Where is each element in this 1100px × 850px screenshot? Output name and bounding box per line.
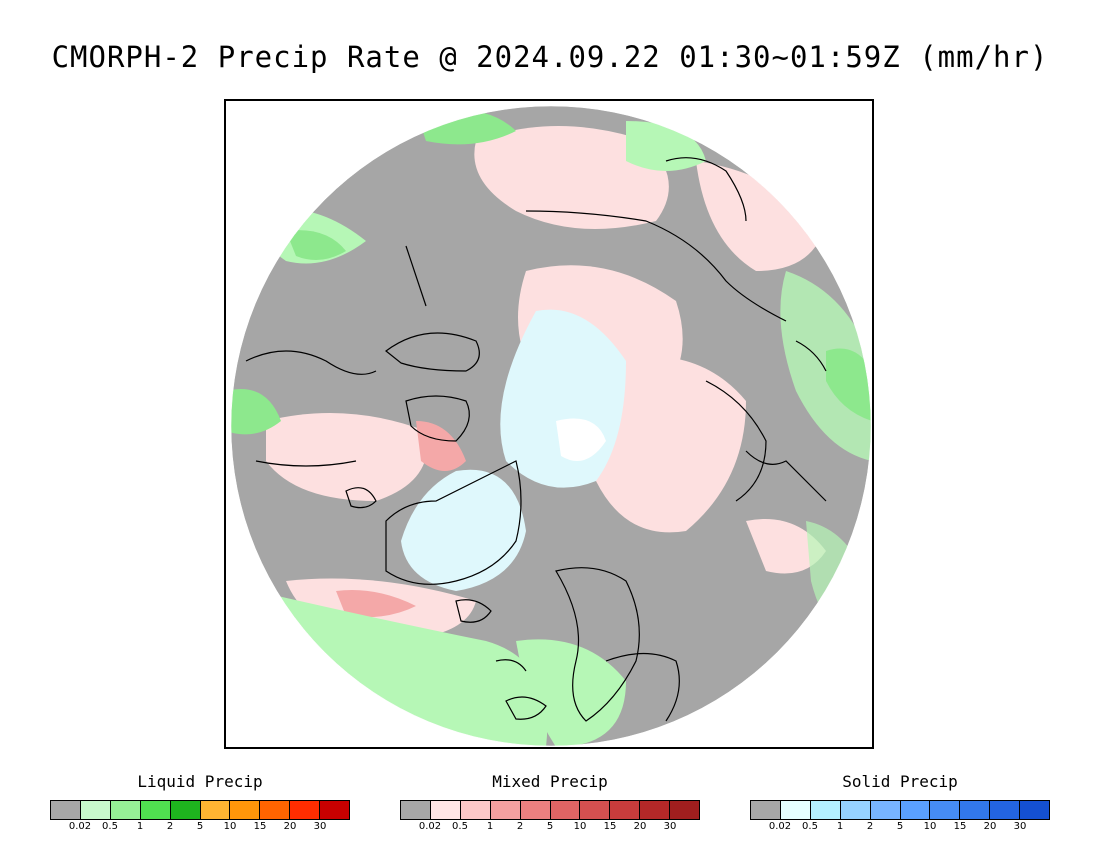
legend-colorbar xyxy=(50,800,350,820)
legend-tick-label: 30 xyxy=(313,821,327,832)
legend-swatch xyxy=(550,801,581,819)
legend-title: Solid Precip xyxy=(842,772,958,791)
legend-swatch xyxy=(80,801,111,819)
legend-ticks: 0.02 0.5 1 2 5 10 15 20 30 xyxy=(50,820,350,834)
legend-tick-label: 0.5 xyxy=(102,821,118,832)
legend-swatch xyxy=(200,801,231,819)
legend-swatch xyxy=(460,801,491,819)
mixed-precip-area xyxy=(592,356,746,533)
legend-swatch xyxy=(170,801,201,819)
legend-tick-label: 1 xyxy=(136,821,144,832)
solid-precip-light xyxy=(556,418,606,461)
mixed-precip-area xyxy=(746,519,826,574)
legend-swatch xyxy=(810,801,841,819)
liquid-precip-area xyxy=(626,121,706,171)
mixed-precip-area xyxy=(474,126,669,229)
legend-tick-label: 0.02 xyxy=(418,821,442,832)
legend-tick-label: 1 xyxy=(486,821,494,832)
legend-tick-label: 2 xyxy=(516,821,524,832)
legend-tick-label: 20 xyxy=(283,821,297,832)
legend-swatch xyxy=(490,801,521,819)
legend-colorbar xyxy=(400,800,700,820)
map-panel xyxy=(224,99,874,749)
solid-precip-area xyxy=(401,469,526,591)
mixed-precip-heavier xyxy=(416,421,466,471)
legend-tick-label: 10 xyxy=(223,821,237,832)
legend-tick-label: 5 xyxy=(546,821,554,832)
legend-swatch xyxy=(140,801,171,819)
legend-tick-label: 30 xyxy=(1013,821,1027,832)
legend-swatch xyxy=(960,801,991,819)
legend-swatch xyxy=(840,801,871,819)
legend-swatch xyxy=(610,801,641,819)
liquid-precip-area xyxy=(516,639,626,746)
legend-swatch xyxy=(230,801,261,819)
legend-ticks: 0.02 0.5 1 2 5 10 15 20 30 xyxy=(750,820,1050,834)
legend-swatch xyxy=(290,801,321,819)
precip-field xyxy=(231,106,871,746)
legend-swatch xyxy=(520,801,551,819)
legend-tick-label: 10 xyxy=(573,821,587,832)
legend-solid: Solid Precip 0.02 0.5 1 2 5 10 15 20 30 xyxy=(750,771,1050,834)
legend-swatch xyxy=(260,801,291,819)
legend-tick-label: 15 xyxy=(603,821,617,832)
legend-tick-label: 30 xyxy=(663,821,677,832)
mixed-precip-heavier xyxy=(336,590,416,618)
legend-tick-label: 0.02 xyxy=(768,821,792,832)
legend-swatch xyxy=(870,801,901,819)
legend-swatch xyxy=(780,801,811,819)
legend-title: Liquid Precip xyxy=(137,772,263,791)
legend-swatch xyxy=(930,801,961,819)
legend-tick-label: 0.5 xyxy=(802,821,818,832)
legend-swatch xyxy=(430,801,461,819)
legend-mixed: Mixed Precip 0.02 0.5 1 2 5 10 15 20 30 xyxy=(400,771,700,834)
legend-swatch xyxy=(110,801,141,819)
map-boundary xyxy=(230,105,872,747)
legend-title: Mixed Precip xyxy=(492,772,608,791)
polar-map xyxy=(230,105,872,747)
legend-swatch xyxy=(401,801,431,819)
legend-tick-label: 5 xyxy=(196,821,204,832)
legend-tick-label: 0.02 xyxy=(68,821,92,832)
legend-swatch xyxy=(580,801,611,819)
legend-swatch xyxy=(640,801,671,819)
legend-tick-label: 0.5 xyxy=(452,821,468,832)
liquid-precip-area xyxy=(806,521,871,661)
legend-swatch xyxy=(320,801,350,819)
legend-tick-label: 2 xyxy=(166,821,174,832)
legend-tick-label: 15 xyxy=(253,821,267,832)
legend-swatch xyxy=(51,801,81,819)
legend-liquid: Liquid Precip 0.02 0.5 1 2 5 10 15 20 30 xyxy=(50,771,350,834)
legend-tick-label: 2 xyxy=(866,821,874,832)
legend-swatch xyxy=(900,801,931,819)
legend-swatch xyxy=(1020,801,1050,819)
legend-tick-label: 15 xyxy=(953,821,967,832)
chart-title: CMORPH-2 Precip Rate @ 2024.09.22 01:30~… xyxy=(51,40,1049,74)
mixed-precip-area xyxy=(266,413,428,501)
legend-tick-label: 5 xyxy=(896,821,904,832)
legend-colorbar xyxy=(750,800,1050,820)
liquid-precip-area xyxy=(826,348,871,421)
legend-tick-label: 20 xyxy=(983,821,997,832)
legend-swatch xyxy=(670,801,700,819)
legend-tick-label: 1 xyxy=(836,821,844,832)
mixed-precip-area xyxy=(696,161,826,271)
liquid-precip-area xyxy=(286,230,346,260)
legend-tick-label: 20 xyxy=(633,821,647,832)
liquid-precip-area xyxy=(231,389,281,435)
legend-swatch xyxy=(751,801,781,819)
legend-swatch xyxy=(990,801,1021,819)
legend-tick-label: 10 xyxy=(923,821,937,832)
legend-ticks: 0.02 0.5 1 2 5 10 15 20 30 xyxy=(400,820,700,834)
